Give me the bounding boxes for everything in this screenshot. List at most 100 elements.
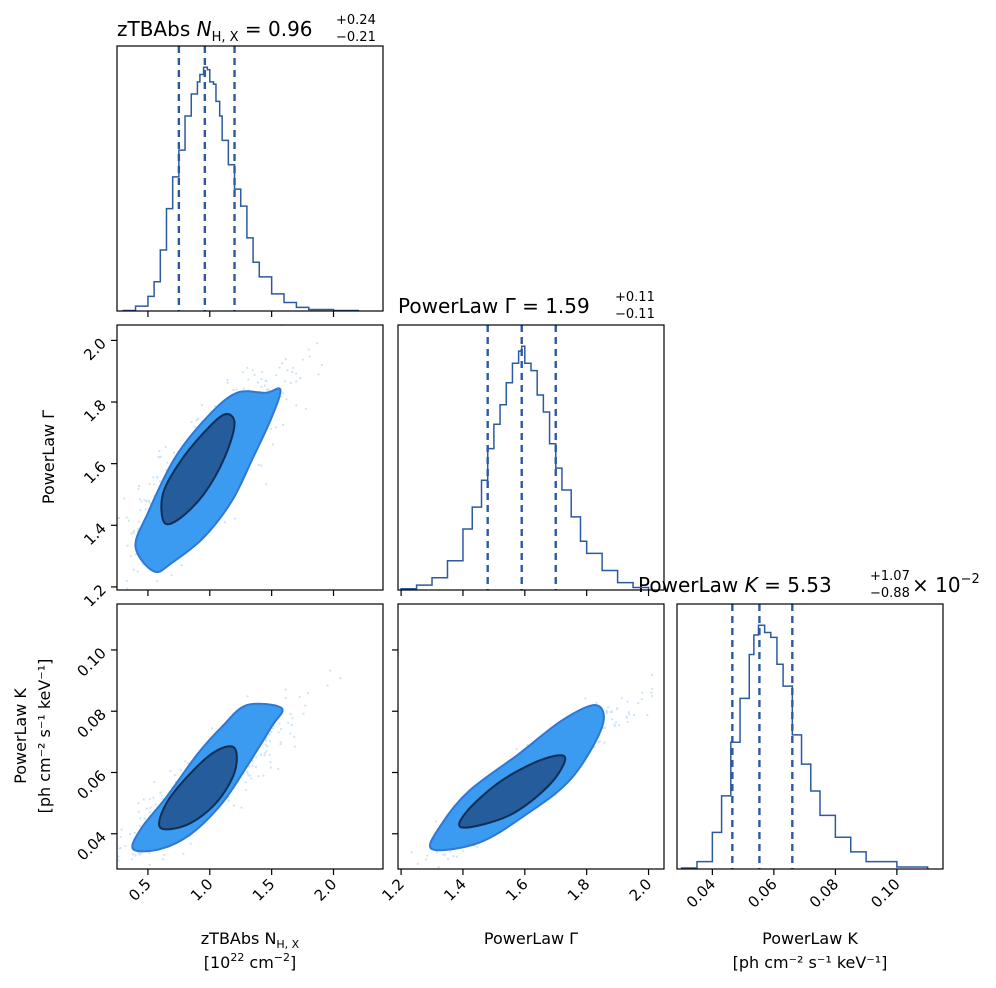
- scatter-point: [285, 398, 288, 401]
- scatter-point: [125, 516, 128, 519]
- scatter-point: [137, 802, 140, 805]
- scatter-point: [424, 858, 428, 861]
- scatter-point: [160, 794, 164, 797]
- scatter-point: [184, 760, 187, 763]
- xtick-label-gamma: 2.0: [626, 875, 656, 905]
- ytick-label-k: 0.08: [73, 705, 109, 741]
- xlabel-gamma: PowerLaw Γ: [484, 929, 578, 948]
- scatter-point: [164, 445, 167, 449]
- scatter-point: [628, 713, 631, 716]
- scatter-point: [170, 573, 173, 577]
- scatter-point: [284, 688, 287, 691]
- scatter-point: [637, 701, 640, 705]
- title-nh-lower: −0.21: [336, 30, 376, 45]
- scatter-point: [260, 377, 263, 381]
- scatter-point: [223, 521, 226, 524]
- scatter-point: [251, 369, 254, 372]
- scatter-point: [195, 419, 198, 422]
- scatter-point: [118, 847, 121, 850]
- scatter-point: [136, 527, 140, 530]
- ytick-label-gamma: 1.2: [80, 581, 110, 611]
- scatter-point: [259, 464, 263, 467]
- ytick-label-gamma: 2.0: [80, 335, 110, 365]
- scatter-point: [476, 845, 479, 849]
- ylabel-k-line1: PowerLaw K: [11, 688, 30, 784]
- scatter-point: [120, 828, 123, 831]
- scatter-point: [295, 372, 298, 375]
- scatter-point: [148, 500, 151, 504]
- xlabel-nh-line1: zTBAbs NH, X: [201, 929, 300, 951]
- scatter-point: [130, 532, 133, 535]
- scatter-point: [200, 404, 203, 407]
- scatter-point: [251, 764, 254, 768]
- scatter-point: [455, 855, 459, 858]
- scatter-point: [133, 831, 136, 834]
- scatter-point: [265, 739, 268, 742]
- scatter-point: [646, 713, 649, 717]
- scatter-point: [152, 483, 156, 486]
- scatter-point: [227, 799, 230, 803]
- xtick-label-nh: 2.0: [311, 875, 341, 905]
- xtick-label-gamma: 1.2: [378, 875, 408, 905]
- scatter-point: [246, 695, 249, 698]
- scatter-point: [148, 863, 151, 866]
- title-gamma: PowerLaw Γ = 1.59: [398, 294, 590, 318]
- scatter-point: [410, 851, 413, 854]
- scatter-point: [286, 369, 289, 372]
- scatter-point: [114, 551, 116, 553]
- scatter-point: [299, 377, 302, 380]
- scatter-point: [626, 720, 629, 724]
- scatter-point: [326, 684, 329, 687]
- scatter-point: [137, 520, 140, 523]
- scatter-point: [138, 484, 141, 488]
- scatter-point: [255, 756, 258, 759]
- scatter-point: [287, 721, 290, 724]
- scatter-point: [145, 807, 148, 810]
- scatter-point: [284, 696, 287, 700]
- scatter-point: [279, 741, 282, 744]
- scatter-point: [142, 798, 145, 801]
- scatter-point: [283, 380, 287, 383]
- scatter-point: [182, 852, 185, 855]
- scatter-point: [447, 857, 450, 861]
- hist-step-gamma: [400, 345, 650, 590]
- scatter-point: [108, 546, 110, 548]
- scatter-point: [626, 700, 629, 703]
- scatter-point: [126, 544, 129, 547]
- xtick-label-k: 0.04: [683, 875, 719, 911]
- title-k-lower: −0.88: [870, 586, 910, 601]
- scatter-point: [159, 480, 162, 483]
- scatter-point: [131, 853, 135, 856]
- title-nh-upper: +0.24: [336, 13, 376, 28]
- scatter-point: [132, 529, 136, 533]
- scatter-point: [607, 706, 610, 709]
- scatter-point: [289, 732, 292, 735]
- scatter-point: [261, 370, 264, 374]
- contour-nh-k: [98, 669, 342, 872]
- scatter-point: [611, 718, 614, 721]
- scatter-point: [235, 388, 238, 391]
- scatter-point: [425, 874, 427, 876]
- scatter-point: [304, 704, 307, 707]
- scatter-point: [317, 373, 320, 376]
- scatter-point: [246, 366, 249, 369]
- scatter-point: [134, 854, 137, 857]
- scatter-point: [274, 426, 278, 429]
- contour-inner-gamma-k: [458, 754, 567, 829]
- scatter-point: [462, 849, 465, 853]
- scatter-point: [597, 740, 600, 743]
- scatter-point: [210, 727, 214, 730]
- scatter-point: [139, 509, 142, 512]
- panel-frame-nh-k: [116, 603, 384, 870]
- scatter-point: [263, 754, 266, 757]
- scatter-point: [279, 743, 282, 746]
- scatter-point: [232, 388, 235, 392]
- scatter-point: [250, 777, 253, 780]
- scatter-point: [123, 497, 126, 500]
- panel-frame-nh: [116, 45, 384, 312]
- scatter-point: [275, 374, 278, 377]
- scatter-point: [98, 870, 100, 872]
- scatter-point: [291, 370, 294, 374]
- ytick-label-k: 0.04: [73, 828, 109, 864]
